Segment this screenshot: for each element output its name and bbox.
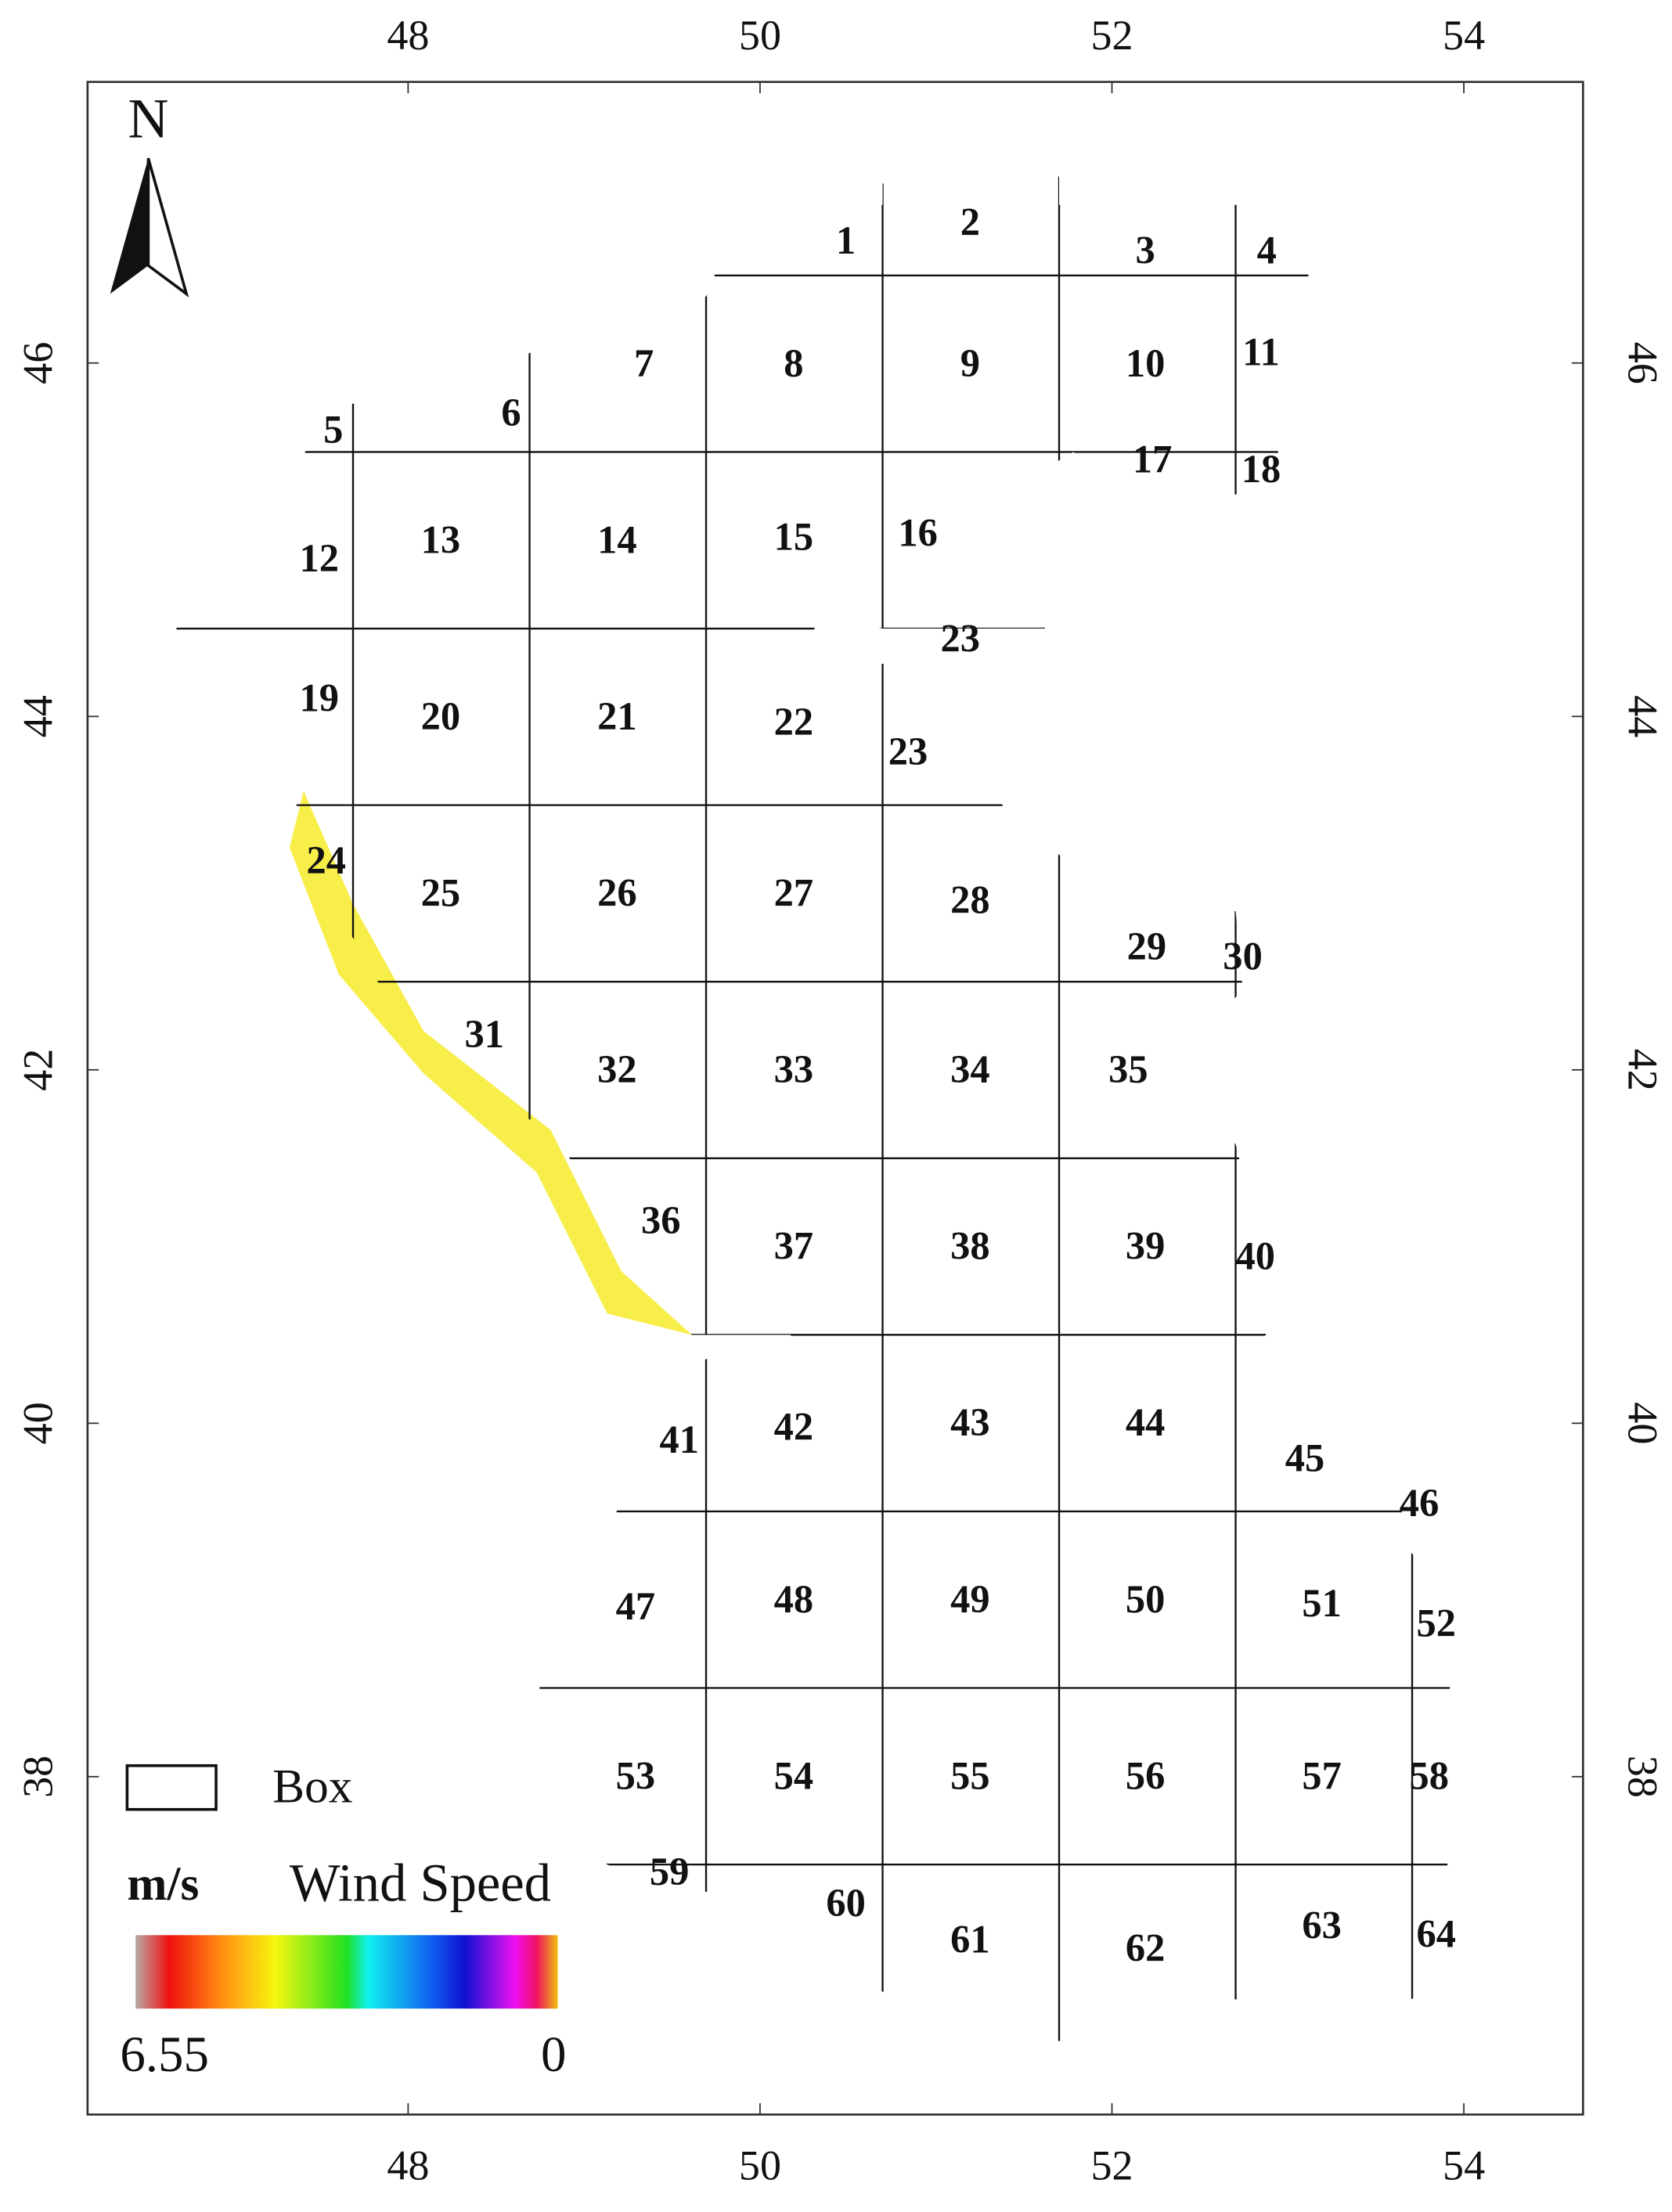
box-label: 14 xyxy=(597,517,637,561)
box-label: 46 xyxy=(1400,1481,1440,1525)
box-label: 44 xyxy=(1126,1400,1166,1444)
box-label: 17 xyxy=(1133,437,1173,481)
box-label: 32 xyxy=(597,1047,637,1091)
box-label: 28 xyxy=(950,878,990,922)
box-label: 64 xyxy=(1416,1911,1456,1955)
box-label: 63 xyxy=(1302,1904,1342,1947)
box-label: 18 xyxy=(1241,447,1281,491)
x-tick-label: 54 xyxy=(1443,12,1485,59)
legend-box-label: Box xyxy=(272,1760,352,1813)
x-tick-label: 52 xyxy=(1090,2142,1133,2189)
box-label: 27 xyxy=(774,871,814,915)
box-label: 55 xyxy=(950,1753,990,1797)
box-label: 23 xyxy=(888,730,928,773)
box-label: 2 xyxy=(960,200,980,243)
box-label: 57 xyxy=(1302,1753,1342,1797)
map-frame xyxy=(86,81,1584,2116)
box-label: 39 xyxy=(1126,1224,1166,1268)
box-label: 47 xyxy=(616,1584,656,1628)
box-label: 24 xyxy=(306,838,346,882)
box-label: 16 xyxy=(898,510,938,554)
box-label: 58 xyxy=(1409,1753,1449,1797)
y-tick-label: 42 xyxy=(1619,1049,1666,1091)
x-tick-label: 54 xyxy=(1443,2142,1485,2189)
box-label: 51 xyxy=(1302,1581,1342,1625)
box-label: 62 xyxy=(1126,1926,1166,1970)
y-tick-label: 38 xyxy=(1619,1756,1666,1798)
box-label: 43 xyxy=(950,1400,990,1444)
y-tick-label: 44 xyxy=(15,695,62,737)
x-tick-label: 50 xyxy=(739,2142,781,2189)
box-label: 10 xyxy=(1126,341,1166,385)
box-label: 52 xyxy=(1416,1601,1456,1645)
colorbar xyxy=(135,1935,558,2009)
box-label: 48 xyxy=(774,1577,814,1621)
box-label: 61 xyxy=(950,1918,990,1962)
box-label: 56 xyxy=(1126,1753,1166,1797)
y-tick-label: 46 xyxy=(15,342,62,384)
box-label: 21 xyxy=(597,694,637,738)
arrow-right xyxy=(146,157,189,297)
y-tick-label: 40 xyxy=(1619,1402,1666,1444)
box-label: 41 xyxy=(659,1418,699,1461)
box-label: 26 xyxy=(597,871,637,915)
y-tick-label: 38 xyxy=(15,1756,62,1798)
box-label: 29 xyxy=(1127,924,1167,968)
x-tick-label: 50 xyxy=(739,12,781,59)
legend-title: Wind Speed xyxy=(290,1853,551,1912)
box-label: 6 xyxy=(501,391,521,434)
box-label: 33 xyxy=(774,1047,814,1091)
y-tick-label: 42 xyxy=(15,1049,62,1091)
box-label: 60 xyxy=(826,1881,866,1925)
box-label: 30 xyxy=(1223,935,1263,978)
box-label: 13 xyxy=(421,517,461,561)
box-label: 11 xyxy=(1242,330,1280,373)
box-label: 54 xyxy=(774,1753,814,1797)
colorbar-max: 6.55 xyxy=(120,2026,209,2083)
box-label: 25 xyxy=(421,871,461,915)
x-tick-label: 52 xyxy=(1090,12,1133,59)
box-label: 20 xyxy=(421,694,461,738)
colorbar-min: 0 xyxy=(541,2026,566,2083)
legend-box-swatch xyxy=(125,1763,218,1811)
box-label: 12 xyxy=(299,536,339,580)
y-tick-label: 40 xyxy=(15,1402,62,1444)
legend-unit: m/s xyxy=(127,1857,199,1911)
box-label: 53 xyxy=(616,1753,656,1797)
box-label: 34 xyxy=(950,1047,990,1091)
box-label: 1 xyxy=(836,218,856,262)
box-label: 49 xyxy=(950,1577,990,1621)
box-label: 5 xyxy=(323,408,343,452)
box-label: 59 xyxy=(650,1850,690,1893)
box-label: 37 xyxy=(774,1224,814,1268)
x-tick-label: 48 xyxy=(387,2142,429,2189)
y-tick-label: 46 xyxy=(1619,342,1666,384)
box-label: 9 xyxy=(960,341,980,385)
x-tick-label: 48 xyxy=(387,12,429,59)
box-label: 23 xyxy=(941,617,981,661)
box-label: 38 xyxy=(950,1224,990,1268)
y-tick-label: 44 xyxy=(1619,695,1666,737)
box-label: 4 xyxy=(1257,228,1277,272)
box-label: 8 xyxy=(784,341,803,385)
box-label: 22 xyxy=(774,700,814,744)
box-label: 19 xyxy=(299,675,339,719)
north-label: N xyxy=(128,87,168,150)
box-label: 35 xyxy=(1108,1047,1148,1091)
box-label: 40 xyxy=(1236,1234,1276,1277)
box-label: 42 xyxy=(774,1405,814,1449)
north-arrow: N xyxy=(110,87,189,297)
box-label: 15 xyxy=(774,515,814,559)
box-label: 31 xyxy=(465,1012,505,1056)
box-label: 50 xyxy=(1126,1577,1166,1621)
arrow-left xyxy=(110,158,149,294)
box-label: 3 xyxy=(1135,228,1155,272)
box-label: 7 xyxy=(634,341,654,385)
box-label: 36 xyxy=(641,1198,681,1242)
box-label: 45 xyxy=(1285,1436,1325,1479)
